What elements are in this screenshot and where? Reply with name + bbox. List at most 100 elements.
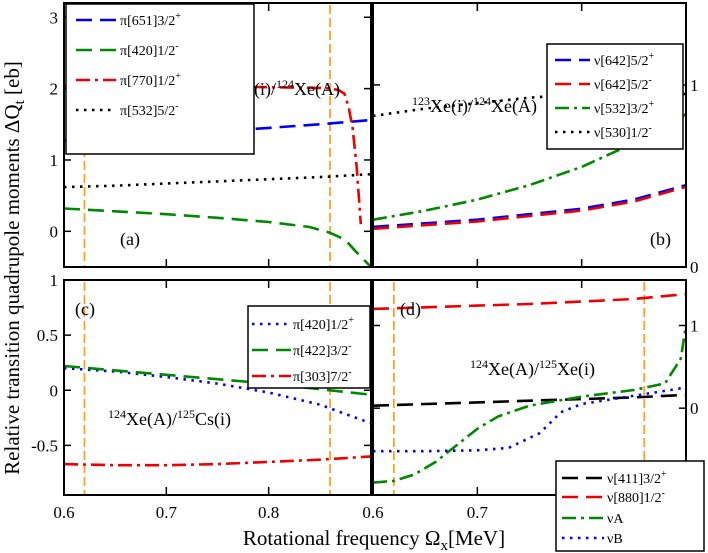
y-tick-label: 1 bbox=[50, 271, 59, 290]
legend-parity: + bbox=[661, 469, 667, 480]
legend-entry-d-1: ν[880]1/2- bbox=[607, 488, 665, 506]
legend-entry-b-3: ν[530]1/2- bbox=[594, 123, 652, 141]
legend-label: ν[642]5/2 bbox=[594, 54, 649, 69]
legend-parity: + bbox=[348, 315, 354, 326]
legend-label: νB bbox=[607, 532, 623, 547]
legend-c: π[420]1/2+π[422]3/2-π[303]7/2- bbox=[247, 305, 371, 389]
annotation-nucleus: I(i)/ bbox=[248, 79, 276, 100]
annotation-nucleus: Cs(i) bbox=[195, 409, 231, 430]
legend-box-c bbox=[247, 305, 371, 389]
panel-label-a: (a) bbox=[120, 229, 140, 250]
series-line-b-0 bbox=[373, 183, 686, 229]
series-line-d-2 bbox=[373, 325, 686, 484]
legend-label: π[651]3/2 bbox=[120, 14, 175, 29]
plot-frame-a bbox=[63, 2, 372, 268]
series-line-c-1 bbox=[64, 364, 371, 396]
panel-d: 0.6 0.701(d)124Xe(A)/125Xe(i)ν[411]3/2+ν[… bbox=[362, 279, 705, 552]
series-line-d-0 bbox=[373, 393, 686, 407]
x-tick-label: 0.7 bbox=[467, 503, 489, 522]
annotation-isotope-number: 124 bbox=[473, 94, 491, 108]
annotation-nucleus: Xe(i) bbox=[557, 359, 595, 380]
x-tick-label: 0.8 bbox=[258, 503, 279, 522]
legend-entry-c-2: π[303]7/2- bbox=[293, 367, 352, 385]
legend-entry-d-0: ν[411]3/2+ bbox=[607, 469, 667, 487]
legend-label: π[420]1/2 bbox=[293, 318, 348, 333]
legend-entry-d-2: νA bbox=[607, 512, 624, 527]
series-line-c-2 bbox=[64, 455, 371, 467]
y-tick-label: 1 bbox=[690, 316, 699, 335]
legend-parity: + bbox=[175, 11, 181, 22]
legend-entry-b-0: ν[642]5/2+ bbox=[594, 51, 655, 69]
legend-label: ν[880]1/2 bbox=[607, 491, 662, 506]
y-tick-label: 1 bbox=[50, 151, 59, 170]
y-tick-label: 0.5 bbox=[37, 326, 58, 345]
legend-parity: - bbox=[175, 101, 178, 112]
legend-label: π[532]5/2 bbox=[120, 104, 175, 119]
series-line-d-1 bbox=[373, 292, 686, 311]
legend-a: π[651]3/2+π[420]1/2-π[770]1/2+π[532]5/2- bbox=[65, 3, 255, 155]
legend-parity: - bbox=[649, 75, 652, 86]
legend-parity: + bbox=[649, 99, 655, 110]
legend-parity: - bbox=[662, 488, 665, 499]
annotation-nucleus: Xe(A) bbox=[294, 79, 340, 100]
annotation-nucleus: Xe(i)/ bbox=[430, 96, 473, 117]
annotation-nucleus: Xe(A)/ bbox=[126, 409, 177, 430]
annotation-nucleus: Xe(A) bbox=[491, 96, 537, 117]
panel-label-d: (d) bbox=[400, 299, 421, 320]
legend-box-b bbox=[546, 43, 684, 150]
legend-entry-a-2: π[770]1/2+ bbox=[120, 71, 181, 89]
y-tick-label: 1 bbox=[690, 76, 699, 95]
legend-entry-c-1: π[422]3/2- bbox=[293, 341, 352, 359]
x-tick-label: 0.6 bbox=[362, 503, 383, 522]
legend-entry-d-3: νB bbox=[607, 532, 623, 547]
plot-frame-d bbox=[372, 279, 687, 496]
legend-b: ν[642]5/2+ν[642]5/2-ν[532]3/2+ν[530]1/2- bbox=[546, 43, 684, 150]
series-line-a-1 bbox=[64, 207, 371, 267]
annotation-nucleus: Xe(A)/ bbox=[488, 359, 539, 380]
x-tick-label: 0.7 bbox=[156, 503, 178, 522]
legend-label: ν[411]3/2 bbox=[607, 472, 661, 487]
legend-parity: + bbox=[175, 71, 181, 82]
legend-entry-a-3: π[532]5/2- bbox=[120, 101, 179, 119]
annotation-isotope-number: 123 bbox=[412, 94, 430, 108]
legend-label: π[420]1/2 bbox=[120, 44, 175, 59]
legend-label: ν[642]5/2 bbox=[594, 78, 649, 93]
legend-entry-b-1: ν[642]5/2- bbox=[594, 75, 652, 93]
annotation-b: 123Xe(i)/124Xe(A) bbox=[412, 94, 537, 117]
annotation-isotope-number: 124 bbox=[108, 407, 126, 421]
legend-entry-c-0: π[420]1/2+ bbox=[293, 315, 354, 333]
x-axis-label: Rotational frequency Ωx[MeV] bbox=[243, 526, 505, 553]
legend-label: π[770]1/2 bbox=[120, 74, 175, 89]
legend-entry-b-2: ν[532]3/2+ bbox=[594, 99, 655, 117]
y-tick-label: 0 bbox=[690, 258, 699, 277]
legend-parity: + bbox=[649, 51, 655, 62]
panel-label-c: (c) bbox=[75, 299, 95, 320]
series-line-a-3 bbox=[64, 172, 371, 189]
y-tick-label: 3 bbox=[50, 8, 59, 27]
annotation-isotope-number: 124 bbox=[276, 77, 294, 91]
annotation-isotope-number: 125 bbox=[177, 407, 195, 421]
legend-label: νA bbox=[607, 512, 624, 527]
panel-label-b: (b) bbox=[650, 229, 671, 250]
legend-parity: - bbox=[649, 123, 652, 134]
x-tick-label: 0.6 bbox=[53, 503, 74, 522]
panel-c: 0.6 0.7 0.8 -0.5 0 0.5 1 (c) 124Xe(A)/125Cs(i) π[… bbox=[31, 271, 372, 522]
y-tick-label: 0 bbox=[690, 399, 699, 418]
legend-box-d bbox=[555, 460, 705, 552]
annotation-c: 124Xe(A)/125Cs(i) bbox=[108, 407, 231, 430]
series-line-c-0 bbox=[64, 366, 371, 425]
series-line-b-1 bbox=[373, 185, 686, 231]
plot-frame-c bbox=[63, 279, 372, 496]
series-line-d-3 bbox=[373, 386, 686, 453]
legend-parity: - bbox=[175, 41, 178, 52]
legend-entry-a-0: π[651]3/2+ bbox=[120, 11, 181, 29]
plot-frame-b bbox=[372, 2, 687, 268]
legend-label: π[303]7/2 bbox=[293, 370, 348, 385]
y-tick-label: 0 bbox=[50, 222, 59, 241]
legend-parity: - bbox=[348, 341, 351, 352]
legend-parity: - bbox=[348, 367, 351, 378]
annotation-isotope-number: 124 bbox=[470, 357, 488, 371]
legend-label: ν[530]1/2 bbox=[594, 126, 649, 141]
